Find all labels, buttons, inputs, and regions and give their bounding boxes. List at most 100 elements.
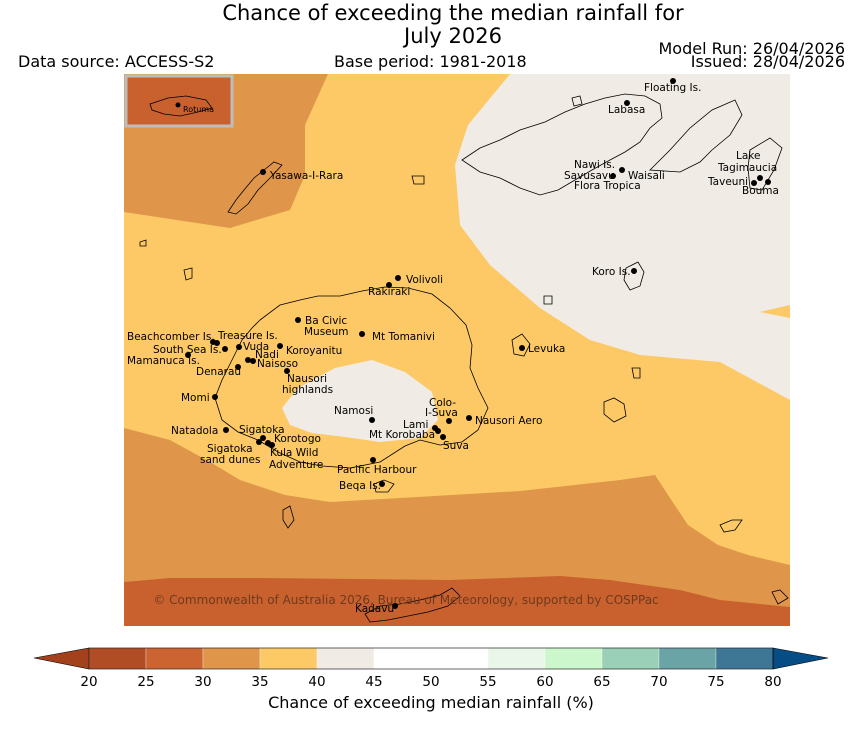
place-label: Taveuni [707, 176, 748, 188]
inset-label: Rotuma [183, 105, 214, 114]
islet-1 [282, 505, 295, 529]
marker-sigatoka [260, 435, 266, 441]
beqa-coast [373, 479, 395, 493]
coastlines [139, 93, 789, 623]
marker-natadola [223, 427, 229, 433]
koro-coast [623, 261, 645, 291]
place-markers [185, 78, 771, 609]
marker-rakiraki [386, 282, 392, 288]
place-label: Museum [304, 326, 349, 338]
colorbar-cell [544, 647, 603, 670]
band-30-35-south [124, 428, 790, 626]
place-label: Naisoso [257, 358, 298, 370]
place-label: Nadi [255, 349, 279, 361]
colorbar-tick-label: 75 [707, 674, 724, 690]
place-label: Bouma [742, 185, 779, 197]
place-labels: Floating Is. Labasa Yasawa-I-Rara Nawi I… [127, 82, 779, 615]
colorbar-tick-label: 20 [80, 674, 97, 690]
colorbar-cell [202, 647, 261, 670]
colorbar-tick-label: 25 [137, 674, 154, 690]
islet-4 [411, 175, 425, 185]
colorbar-cell [487, 647, 546, 670]
place-label: Mamanuca Is. [127, 355, 200, 367]
colorbar-cell [658, 647, 717, 670]
place-label: Denarau [196, 366, 241, 378]
place-label: Suva [443, 440, 469, 452]
marker-treasure [214, 340, 220, 346]
marker-yasawa [260, 169, 266, 175]
marker-nawi [619, 167, 625, 173]
marker-momi [212, 394, 218, 400]
band-20-25-south [124, 576, 790, 626]
rotuma-coast [149, 95, 213, 117]
marker-savusavu [610, 173, 616, 179]
marker-denarau [235, 364, 241, 370]
place-label: Momi [181, 392, 210, 404]
place-label: Kadavu [355, 603, 394, 615]
colorbar-cell [715, 647, 774, 670]
colorbar-tick-label: 60 [536, 674, 553, 690]
marker-nadi [245, 357, 251, 363]
colorbar-cell [259, 647, 318, 670]
marker-sand-dunes [256, 439, 262, 445]
place-label: Beachcomber Is. [127, 331, 215, 343]
colorbar-cells [88, 647, 774, 670]
place-label: Waisali [628, 170, 665, 182]
kadavu-coast [364, 587, 461, 623]
place-label: Koro Is. [592, 266, 631, 278]
marker-rotuma [175, 102, 181, 108]
marker-kula [269, 442, 275, 448]
colorbar-tick-label: 50 [422, 674, 439, 690]
place-label: Lami [403, 419, 428, 431]
colorbar-cell [145, 647, 204, 670]
vanua-levu-east [649, 99, 743, 173]
marker-taveuni [751, 180, 757, 186]
colorbar-tick-label: 65 [593, 674, 610, 690]
place-label: Beqa Is. [339, 480, 381, 492]
title-line-1: Chance of exceeding the median rainfall … [222, 1, 684, 25]
viti-levu-coast [214, 286, 489, 469]
data-source: Data source: ACCESS-S2 [18, 52, 215, 71]
copyright-text: © Commonwealth of Australia 2026, Bureau… [153, 593, 658, 607]
colorbar-tick-label: 30 [194, 674, 211, 690]
colorbar: 20 25 30 35 40 45 50 55 60 65 70 75 80 [33, 647, 829, 690]
colorbar-high-extend [772, 647, 829, 670]
islet-3 [183, 267, 193, 281]
islet-7 [543, 295, 553, 305]
place-label: Sigatoka [207, 443, 253, 455]
rotuma-inset: Rotuma [124, 74, 234, 128]
marker-naisoso [250, 358, 256, 364]
model-run: Model Run: 26/04/2026 [658, 39, 846, 58]
marker-nausori-aero [466, 415, 472, 421]
place-label: Nausori Aero [475, 415, 542, 427]
place-label: highlands [282, 384, 333, 396]
colorbar-cell [430, 647, 489, 670]
islet-5 [771, 589, 789, 605]
marker-beqa [379, 481, 385, 487]
marker-kadavu [392, 603, 398, 609]
place-label: Mt Korobaba [369, 429, 435, 441]
colorbar-tick-label: 35 [251, 674, 268, 690]
place-label: Lake [736, 150, 760, 162]
marker-levuka [519, 345, 525, 351]
place-label: Nawi Is. [574, 159, 615, 171]
marker-koroyanitu [277, 343, 283, 349]
marker-koro [631, 268, 637, 274]
title-line-2: July 2026 [404, 24, 502, 48]
base-period: Base period: 1981-2018 [334, 52, 527, 71]
marker-tomanivi [359, 331, 365, 337]
place-label: Flora Tropica [574, 180, 641, 192]
colorbar-tick-label: 45 [365, 674, 382, 690]
vanua-levu-coast [461, 93, 663, 196]
place-label: Levuka [528, 343, 565, 355]
place-label: Ba Civic [305, 315, 347, 327]
issued-date: Issued: 28/04/2026 [690, 52, 845, 71]
place-label: Korotogo [274, 433, 321, 445]
place-label: Adventure [269, 459, 323, 471]
place-label: Pacific Harbour [337, 464, 417, 476]
gau-coast [603, 397, 627, 423]
place-label: Treasure Is. [217, 330, 278, 342]
islet-2 [719, 519, 743, 533]
colorbar-tick-label: 40 [308, 674, 325, 690]
